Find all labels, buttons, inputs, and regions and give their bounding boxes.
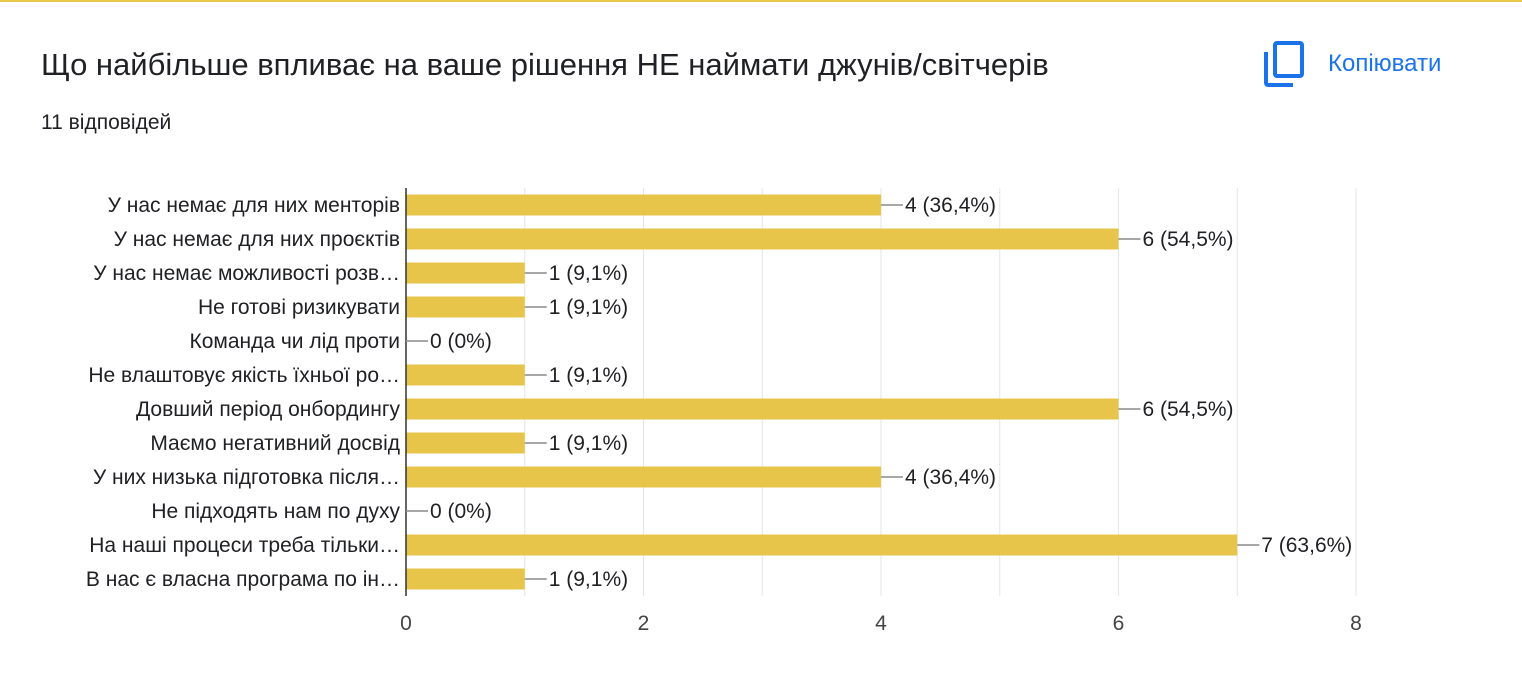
category-labels: У нас немає для них менторів У нас немає …: [86, 194, 401, 591]
category-label: У нас немає для них проєктів: [114, 228, 400, 251]
bar: [406, 296, 525, 318]
category-label: Довший період онбордингу: [136, 398, 401, 421]
copy-icon: [1264, 41, 1304, 87]
copy-button-label: Копіювати: [1328, 50, 1442, 77]
category-label: В нас є власна програма по ін…: [86, 568, 400, 591]
category-label: У них низька підготовка після…: [93, 466, 400, 489]
data-label: 7 (63,6%): [1261, 534, 1352, 557]
bar: [406, 228, 1119, 250]
value-labels: 4 (36,4%) 6 (54,5%) 1 (9,1%) 1 (9,1%) 0 (0%)…: [406, 194, 1352, 591]
data-label: 6 (54,5%): [1143, 228, 1234, 251]
gridlines: [524, 188, 1357, 596]
bar: [406, 262, 525, 284]
category-label: На наші процеси треба тільки…: [89, 534, 400, 557]
data-label: 0 (0%): [430, 500, 492, 523]
category-label: У нас немає для них менторів: [108, 194, 400, 217]
data-label: 1 (9,1%): [549, 568, 628, 591]
bar: [406, 534, 1238, 556]
bars: [406, 194, 1238, 590]
category-label: Маємо негативний досвід: [150, 432, 400, 455]
x-tick-label: 2: [638, 612, 650, 635]
x-tick-label: 4: [875, 612, 887, 635]
copy-button[interactable]: Копіювати: [1262, 38, 1441, 90]
bar: [406, 194, 881, 216]
data-label: 4 (36,4%): [905, 194, 996, 217]
data-label: 4 (36,4%): [905, 466, 996, 489]
data-label: 1 (9,1%): [549, 296, 628, 319]
category-label: Команда чи лід проти: [189, 330, 400, 353]
x-tick-label: 0: [400, 612, 412, 635]
category-label: Не влаштовує якість їхньої ро…: [88, 364, 400, 387]
category-label: Не підходять нам по духу: [151, 500, 400, 523]
data-label: 1 (9,1%): [549, 432, 628, 455]
x-tick-label: 8: [1350, 612, 1362, 635]
question-title: Що найбільше впливає на ваше рішення НЕ …: [41, 47, 1049, 82]
data-label: 0 (0%): [430, 330, 492, 353]
bar: [406, 364, 525, 386]
bar: [406, 568, 525, 590]
x-tick-label: 6: [1113, 612, 1125, 635]
bar: [406, 398, 1119, 420]
response-count: 11 відповідей: [41, 111, 172, 134]
category-label: У нас немає можливості розв…: [93, 262, 400, 285]
data-label: 6 (54,5%): [1143, 398, 1234, 421]
bar: [406, 466, 881, 488]
bar: [406, 432, 525, 454]
data-label: 1 (9,1%): [549, 364, 628, 387]
x-tick-labels: 0 2 4 6 8: [400, 612, 1362, 635]
data-label: 1 (9,1%): [549, 262, 628, 285]
category-label: Не готові ризикувати: [198, 296, 400, 319]
